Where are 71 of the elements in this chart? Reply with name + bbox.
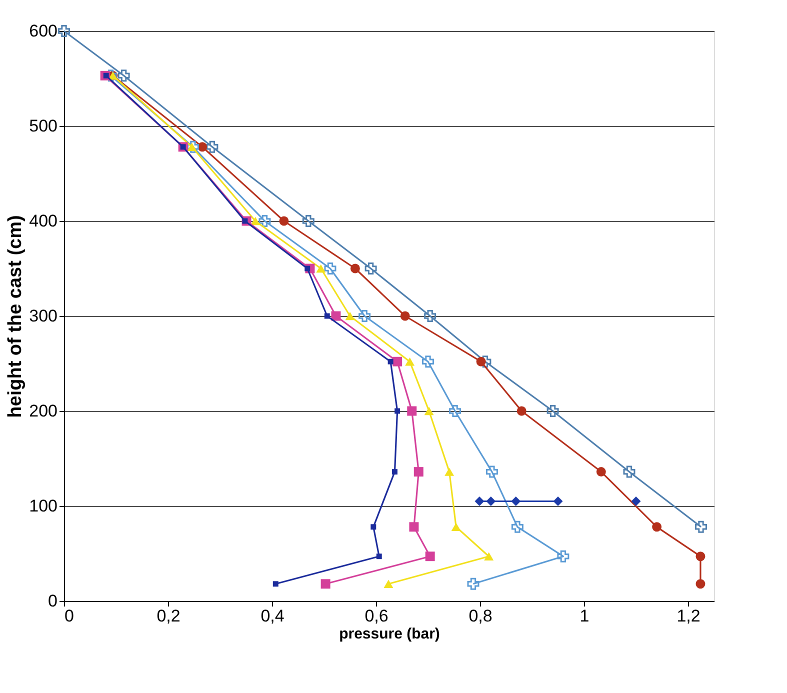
point: [424, 310, 436, 322]
point: [623, 466, 636, 478]
point: [511, 496, 521, 506]
point: [476, 356, 486, 366]
point: [553, 496, 563, 506]
y-tick-label: 500: [29, 116, 58, 136]
point: [424, 406, 434, 416]
point: [695, 520, 707, 533]
x-tick-label: 0,2: [156, 606, 180, 626]
point: [449, 405, 462, 417]
point: [511, 520, 524, 533]
point: [279, 216, 289, 226]
point: [474, 496, 484, 506]
point: [484, 552, 494, 560]
point: [250, 216, 260, 226]
x-tick-label: 0,6: [364, 606, 388, 626]
point: [486, 496, 496, 506]
point: [407, 406, 417, 416]
point: [392, 469, 398, 475]
point: [320, 579, 330, 589]
y-tick-label: 400: [29, 212, 58, 230]
point: [516, 406, 526, 416]
point: [316, 264, 326, 273]
point: [652, 522, 662, 532]
point: [272, 581, 278, 587]
point: [425, 552, 435, 562]
x-tick-label: 0: [64, 606, 74, 626]
y-axis-title: height of the cast (cm): [5, 215, 26, 418]
y-tick-label: 200: [29, 402, 58, 420]
point: [400, 311, 410, 321]
point: [486, 466, 498, 478]
point: [331, 311, 341, 321]
point: [258, 215, 271, 227]
y-tick-label: 100: [29, 496, 58, 516]
point: [358, 310, 371, 322]
x-axis-title: pressure (bar): [339, 626, 440, 642]
point: [302, 215, 314, 227]
y-tick-label: 0: [48, 592, 58, 610]
point: [696, 579, 706, 589]
point: [58, 25, 70, 37]
point: [370, 524, 376, 530]
point: [324, 313, 330, 319]
point: [631, 496, 641, 506]
x-tick-label: 0,8: [468, 606, 492, 626]
point: [345, 312, 355, 320]
point: [422, 356, 434, 368]
point: [596, 467, 606, 477]
point: [696, 552, 706, 562]
x-tick-label: 1: [580, 606, 590, 626]
point: [414, 467, 424, 477]
point: [376, 554, 382, 560]
point: [557, 550, 570, 562]
y-tick-label: 600: [29, 22, 58, 40]
point: [324, 262, 336, 274]
x-tick-label: 1,2: [676, 606, 700, 626]
point: [364, 262, 377, 274]
point: [392, 356, 402, 366]
point: [118, 70, 130, 82]
point: [394, 408, 400, 414]
point: [206, 140, 218, 153]
point: [384, 580, 394, 588]
x-tick-label: 0,4: [260, 606, 284, 626]
point: [350, 264, 360, 274]
point: [467, 578, 480, 590]
point: [409, 522, 419, 532]
point: [405, 357, 415, 366]
point: [451, 522, 461, 532]
point: [388, 358, 394, 364]
point: [444, 468, 454, 476]
point: [546, 405, 559, 417]
y-tick-label: 300: [29, 306, 58, 326]
